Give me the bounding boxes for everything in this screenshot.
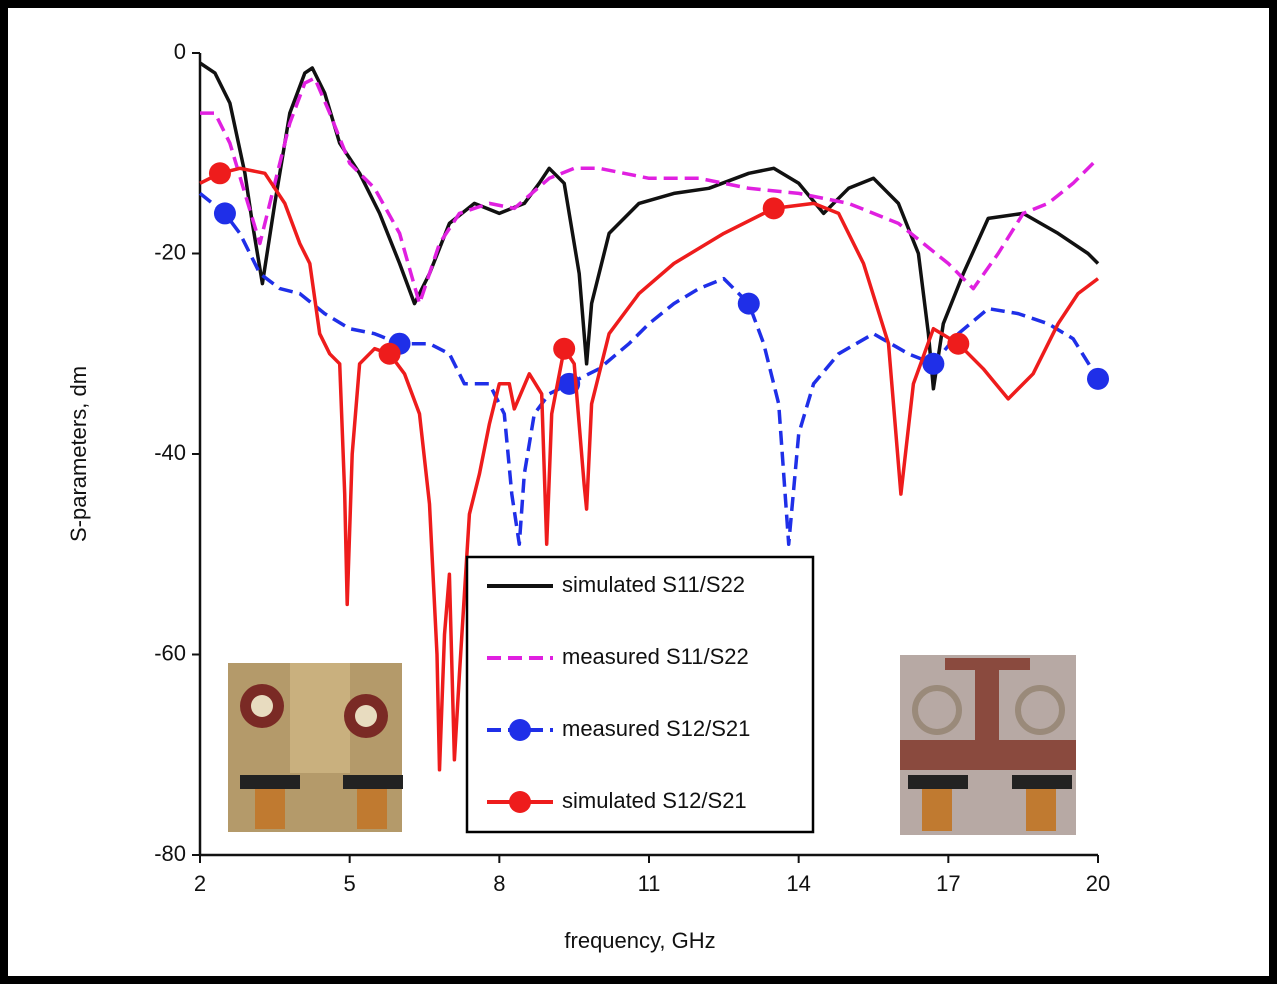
x-tick-label: 20	[1086, 871, 1110, 896]
x-tick-label: 2	[194, 871, 206, 896]
x-tick-label: 8	[493, 871, 505, 896]
inset-photo-right	[900, 655, 1076, 835]
x-tick-label: 5	[344, 871, 356, 896]
series-marker	[553, 337, 576, 360]
y-tick-label: -80	[154, 841, 186, 866]
x-tick-label: 11	[638, 871, 661, 896]
series-marker	[1087, 367, 1109, 390]
y-tick-label: -20	[154, 239, 186, 264]
legend-marker	[509, 719, 531, 741]
legend-marker	[509, 791, 531, 813]
plot	[198, 61, 1109, 772]
legend: simulated S11/S22 measured S11/S22 measure…	[465, 555, 815, 834]
series-marker	[737, 292, 760, 315]
y-tick-label: 0	[174, 39, 186, 64]
series-line	[200, 76, 1100, 306]
series-line	[199, 166, 1100, 772]
series-marker	[922, 352, 945, 375]
series-marker	[947, 332, 970, 355]
legend-label: measured S11/S22	[562, 644, 749, 669]
legend-label: simulated S12/S21	[562, 788, 747, 813]
y-tick-label: -60	[154, 640, 186, 665]
series-marker	[762, 197, 785, 220]
series-marker	[378, 342, 401, 365]
y-axis-label: S-parameters, dm	[66, 366, 91, 542]
inset-photo-left	[228, 663, 403, 832]
x-tick-label: 17	[936, 871, 960, 896]
x-tick-label: 14	[786, 871, 810, 896]
series-marker	[213, 202, 236, 225]
series-line	[198, 192, 1100, 546]
series-marker	[208, 162, 231, 185]
legend-label: simulated S11/S22	[562, 572, 745, 597]
y-tick-label: -40	[154, 440, 186, 465]
legend-label: measured S12/S21	[562, 716, 750, 741]
x-axis-label: frequency, GHz	[564, 928, 715, 953]
legend-box	[465, 555, 815, 834]
